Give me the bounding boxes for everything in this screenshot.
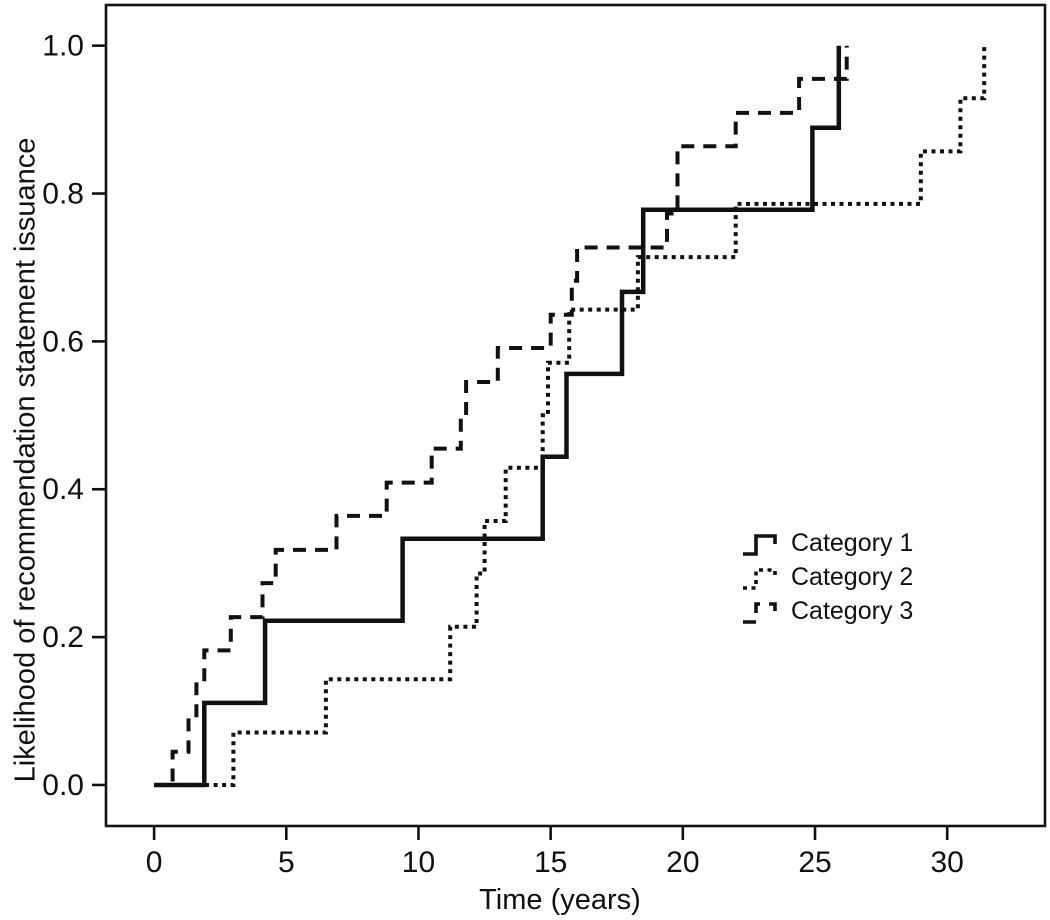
- legend-sample-path: [743, 601, 777, 624]
- x-axis-tick-label: 0: [146, 846, 163, 879]
- legend-sample-path: [743, 533, 777, 556]
- category-2-line-sample-icon: [743, 567, 777, 590]
- x-axis-tick-label: 30: [931, 846, 964, 879]
- plot-area-border: [104, 3, 1047, 828]
- legend-sample-path: [743, 567, 777, 590]
- x-axis-title: Time (years): [0, 884, 1050, 917]
- y-axis-tick-label: 0.0: [42, 769, 84, 802]
- category-3-curve: [154, 45, 849, 787]
- y-axis-tick-label: 0.4: [42, 473, 84, 506]
- legend-label-category-3: Category 3: [791, 597, 914, 625]
- legend-item-category-3: Category 3: [741, 595, 913, 628]
- y-axis-tick-label: 0.8: [42, 178, 84, 211]
- legend-item-category-2: Category 2: [741, 561, 913, 594]
- legend-label-category-2: Category 2: [791, 563, 914, 591]
- y-axis-tick-label: 0.2: [42, 621, 84, 654]
- legend-label-category-1: Category 1: [791, 529, 914, 557]
- y-axis-tick-label: 0.6: [42, 325, 84, 358]
- x-axis-tick-label: 10: [402, 846, 435, 879]
- x-axis-title-text: Time (years): [479, 884, 641, 916]
- x-axis-tick-label: 15: [534, 846, 567, 879]
- legend-item-category-1: Category 1: [741, 527, 913, 560]
- x-axis-tick-label: 20: [666, 846, 699, 879]
- category-1-line-sample-icon: [743, 533, 777, 556]
- x-axis-tick-label: 25: [798, 846, 831, 879]
- category-2-curve: [154, 45, 987, 787]
- category-3-line-sample-icon: [743, 601, 777, 624]
- y-axis-tick-label: 1.0: [42, 30, 84, 63]
- legend: Category 1 Category 2 Category 3: [741, 527, 913, 628]
- x-axis-tick-label: 5: [278, 846, 295, 879]
- y-axis-title: Likelihood of recommendation statement i…: [9, 137, 42, 783]
- category-1-curve: [154, 45, 842, 788]
